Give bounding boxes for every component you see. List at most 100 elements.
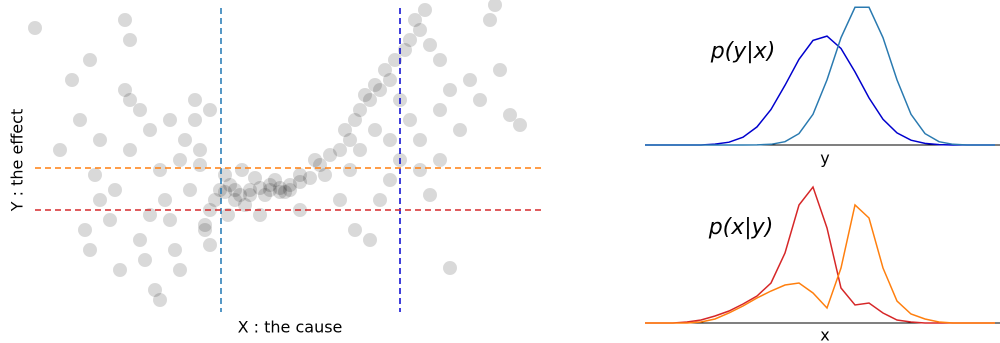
point	[203, 238, 217, 252]
point	[203, 103, 217, 117]
point	[423, 188, 437, 202]
point	[73, 113, 87, 127]
point	[238, 198, 252, 212]
point	[123, 33, 137, 47]
point	[388, 53, 402, 67]
point	[368, 123, 382, 137]
point	[293, 168, 307, 182]
point	[323, 148, 337, 162]
point	[383, 173, 397, 187]
point	[408, 13, 422, 27]
point	[53, 143, 67, 157]
point	[193, 158, 207, 172]
point	[348, 113, 362, 127]
point	[278, 185, 292, 199]
point	[208, 193, 222, 207]
point	[123, 143, 137, 157]
point	[343, 133, 357, 147]
point	[513, 118, 527, 132]
point	[198, 218, 212, 232]
point	[353, 143, 367, 157]
point	[443, 83, 457, 97]
density-line	[645, 203, 995, 324]
point	[228, 193, 242, 207]
point	[218, 168, 232, 182]
point	[398, 43, 412, 57]
point	[353, 103, 367, 117]
point	[293, 175, 307, 189]
point	[83, 243, 97, 257]
point	[378, 63, 392, 77]
point	[153, 293, 167, 307]
point	[363, 93, 377, 107]
point	[198, 223, 212, 237]
point	[383, 73, 397, 87]
point	[473, 93, 487, 107]
point	[488, 0, 502, 12]
point	[413, 23, 427, 37]
point	[28, 21, 42, 35]
point	[133, 103, 147, 117]
point	[183, 183, 197, 197]
point	[188, 113, 202, 127]
point	[258, 188, 272, 202]
point	[463, 73, 477, 87]
point	[103, 213, 117, 227]
point	[221, 208, 235, 222]
point	[373, 193, 387, 207]
point	[148, 283, 162, 297]
point	[403, 33, 417, 47]
point	[83, 53, 97, 67]
point	[503, 108, 517, 122]
point	[93, 133, 107, 147]
point	[413, 133, 427, 147]
point	[163, 113, 177, 127]
x-axis-label: x	[820, 326, 829, 343]
point	[333, 143, 347, 157]
point	[403, 113, 417, 127]
point	[263, 178, 277, 192]
point	[65, 73, 79, 87]
point	[418, 3, 432, 17]
point	[343, 163, 357, 177]
point	[338, 123, 352, 137]
point	[253, 208, 267, 222]
point	[433, 103, 447, 117]
point	[483, 13, 497, 27]
point	[143, 123, 157, 137]
point	[228, 183, 242, 197]
point	[273, 185, 287, 199]
point	[223, 178, 237, 192]
point	[283, 183, 297, 197]
point	[143, 208, 157, 222]
point	[493, 63, 507, 77]
point	[368, 78, 382, 92]
point	[308, 153, 322, 167]
point	[243, 188, 257, 202]
point	[153, 163, 167, 177]
point	[273, 181, 287, 195]
point	[113, 263, 127, 277]
point	[235, 163, 249, 177]
point	[118, 13, 132, 27]
annotation: p(x|y)	[708, 215, 774, 240]
point	[268, 173, 282, 187]
point	[218, 185, 232, 199]
point	[118, 83, 132, 97]
point	[443, 261, 457, 275]
point	[433, 153, 447, 167]
point	[453, 123, 467, 137]
point	[88, 168, 102, 182]
point	[303, 171, 317, 185]
point	[248, 171, 262, 185]
point	[168, 243, 182, 257]
point	[133, 233, 147, 247]
point	[158, 193, 172, 207]
point	[123, 93, 137, 107]
point	[93, 193, 107, 207]
density-line	[645, 35, 995, 146]
point	[213, 183, 227, 197]
point	[433, 53, 447, 67]
point	[193, 143, 207, 157]
